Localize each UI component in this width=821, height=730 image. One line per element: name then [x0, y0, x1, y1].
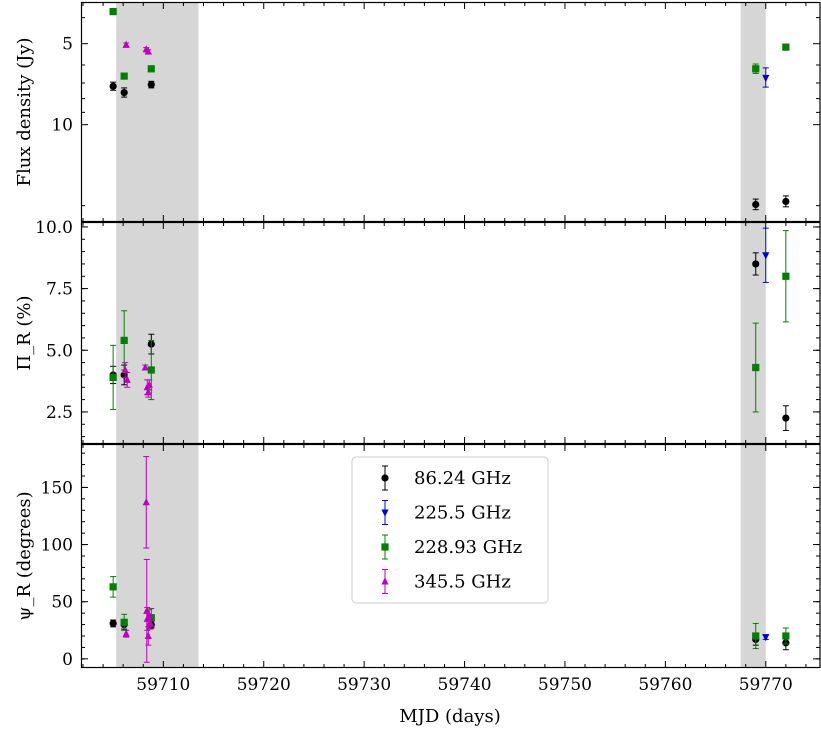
data-point — [762, 634, 770, 642]
shaded-region — [116, 444, 199, 668]
legend-entry: 225.5 GHz — [381, 500, 511, 525]
y-tick-label: 10 — [51, 116, 73, 136]
legend-entry: 86.24 GHz — [381, 465, 511, 491]
data-point — [109, 8, 117, 16]
data-point — [752, 65, 760, 73]
series-s225 — [762, 227, 770, 283]
data-point — [752, 200, 760, 209]
legend-entry: 228.93 GHz — [381, 534, 522, 560]
y-tick-label: 10.0 — [35, 218, 73, 238]
data-point — [120, 618, 128, 626]
shaded-region — [740, 2, 766, 222]
x-tick-label: 59750 — [538, 675, 592, 695]
series-s86 — [109, 252, 790, 431]
y-tick-label: 2.5 — [46, 403, 73, 423]
data-point — [122, 40, 130, 48]
legend-label: 345.5 GHz — [414, 572, 511, 593]
data-point — [147, 366, 155, 374]
panels: 5 10 Flux density (Jy) 2.5 5.0 7.5 10.0 Π_R (%)… — [14, 1, 821, 695]
legend-marker — [381, 474, 389, 482]
x-tick-label: 59710 — [136, 675, 190, 695]
y-tick-label: 50 — [51, 593, 73, 613]
data-point — [782, 272, 790, 280]
legend: 86.24 GHz 225.5 GHz 228.93 GHz 345.5 GHz — [351, 456, 549, 604]
y-tick-label: 100 — [41, 536, 73, 556]
data-point — [146, 619, 154, 627]
series-s225 — [762, 67, 770, 88]
data-point — [144, 47, 152, 55]
x-axis-label: MJD (days) — [399, 706, 501, 727]
data-point — [121, 365, 129, 373]
x-tick-label: 59720 — [237, 675, 291, 695]
shaded-region — [116, 2, 199, 222]
y-tick-label: 0 — [62, 650, 73, 670]
data-point — [141, 363, 149, 371]
legend-entry: 345.5 GHz — [381, 569, 511, 594]
data-point — [120, 336, 128, 344]
series-s86 — [109, 80, 790, 211]
data-point — [143, 606, 151, 614]
legend-label: 228.93 GHz — [414, 537, 522, 558]
data-point — [144, 388, 152, 396]
data-point — [123, 375, 131, 383]
data-point — [109, 82, 117, 90]
series-s345 — [122, 40, 152, 55]
legend-marker — [381, 509, 389, 517]
legend-label: 86.24 GHz — [414, 468, 511, 489]
y-axis-label: Π_R (%) — [14, 295, 35, 370]
x-tick-label: 59760 — [638, 675, 692, 695]
x-tick-label: 59740 — [438, 675, 492, 695]
panel-frame — [80, 221, 821, 445]
x-tick-label: 59770 — [739, 675, 793, 695]
x-tick-label: 59730 — [337, 675, 391, 695]
data-point — [120, 72, 128, 80]
data-point — [109, 619, 117, 628]
legend-marker — [381, 577, 389, 585]
data-point — [762, 252, 770, 260]
data-point — [122, 629, 130, 637]
y-tick-label: 150 — [41, 478, 73, 498]
legend-marker — [381, 543, 389, 551]
data-point — [782, 632, 790, 640]
series-s86 — [109, 619, 790, 651]
data-point — [762, 74, 770, 83]
data-point — [147, 81, 155, 89]
data-point — [120, 89, 128, 97]
series-s345 — [121, 362, 153, 398]
data-point — [752, 363, 760, 372]
panel-3: 0 50 100 150 ψ_R (degrees) 59710 59720 59730 597… — [14, 443, 821, 695]
data-point — [782, 197, 790, 206]
panel-1: 5 10 Flux density (Jy) — [14, 1, 821, 223]
data-point — [142, 498, 150, 506]
data-point — [752, 632, 760, 640]
data-point — [109, 373, 117, 381]
data-point — [109, 583, 117, 591]
data-point — [752, 260, 760, 268]
y-axis-label: Flux density (Jy) — [14, 37, 35, 186]
shaded-region — [740, 444, 766, 668]
data-point — [145, 611, 153, 619]
series-s229 — [109, 230, 790, 413]
data-point — [782, 43, 790, 51]
data-point — [120, 371, 128, 379]
y-tick-label: 7.5 — [46, 280, 73, 300]
legend-box — [351, 456, 549, 604]
y-axis-label: ψ_R (degrees) — [14, 491, 35, 620]
shaded-region — [116, 222, 199, 444]
panel-2: 2.5 5.0 7.5 10.0 Π_R (%) — [14, 218, 821, 445]
series-s229 — [109, 8, 790, 80]
series-s345 — [122, 456, 154, 663]
y-tick-label: 5.0 — [46, 341, 73, 361]
data-point — [147, 65, 155, 73]
data-point — [782, 414, 790, 422]
data-point — [145, 380, 153, 388]
y-tick-label: 5 — [62, 35, 73, 55]
shaded-region — [740, 222, 766, 444]
legend-label: 225.5 GHz — [414, 503, 511, 524]
series-s225 — [762, 634, 770, 642]
data-point — [144, 631, 152, 639]
